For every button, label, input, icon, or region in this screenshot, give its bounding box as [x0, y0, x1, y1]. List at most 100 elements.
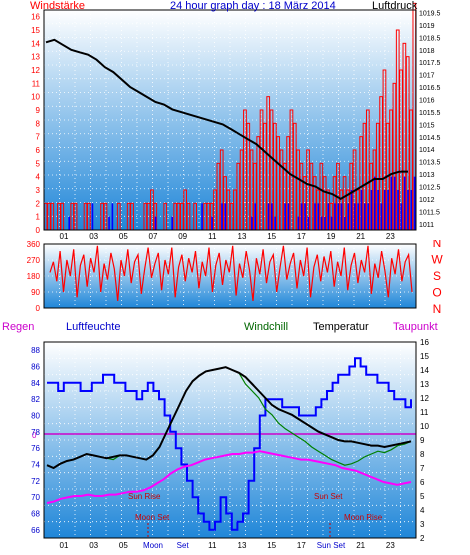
humidity-y-tick-label: 88	[31, 346, 40, 355]
temperature-y-tick-label: 2	[420, 534, 425, 543]
wind-low-bar	[271, 203, 273, 230]
temperature-y-tick-label: 5	[420, 492, 425, 501]
hour-tick-label: 23	[386, 232, 395, 240]
pressure-y-tick-label: 1016	[419, 97, 435, 104]
wind-low-bar	[357, 203, 359, 230]
wind-low-bar	[287, 203, 290, 230]
pressure-y-tick-label: 1011	[419, 222, 434, 229]
temperature-y-tick-label: 9	[420, 436, 425, 445]
humidity-y-tick-label: 84	[31, 379, 40, 388]
humidity-y-tick-label: 86	[31, 363, 40, 372]
humidity-y-tick-label: 74	[31, 461, 40, 470]
humidity-y-tick-label: 76	[31, 444, 40, 453]
temperature-y-tick-label: 13	[420, 380, 429, 389]
temperature-y-tick-label: 11	[420, 408, 429, 417]
hour-tick-label: 23	[386, 541, 395, 550]
hour-tick-label: 01	[60, 541, 69, 550]
wind-y-tick-label: 3	[36, 186, 41, 195]
wind-low-bar	[350, 190, 353, 230]
hour-tick-label: 17	[297, 232, 306, 240]
wind-low-bar	[413, 176, 416, 230]
windchill-label: Windchill	[244, 321, 288, 333]
wind-low-bar	[354, 203, 356, 230]
wind-low-bar	[400, 203, 403, 230]
wind-y-tick-label: 0	[36, 226, 41, 235]
temperature-y-tick-label: 6	[420, 478, 425, 487]
wind-low-bar	[108, 216, 110, 230]
direction-plot-frame	[43, 243, 417, 309]
wind-low-bar	[317, 203, 320, 230]
hour-tick-label: 17	[297, 541, 306, 550]
wind-low-bar	[224, 203, 227, 230]
wind-low-bar	[377, 190, 379, 230]
wind-low-bar	[380, 203, 383, 230]
pressure-y-tick-label: 1011.5	[419, 209, 440, 216]
direction-y-tick-label: 360	[27, 240, 41, 249]
pressure-y-tick-label: 1016.5	[419, 85, 441, 92]
moon-rise-annotation: Moon Rise	[344, 513, 383, 522]
wind-low-bar	[387, 190, 389, 230]
temperature-y-tick-label: 3	[420, 520, 425, 529]
temperature-y-tick-label: 12	[420, 394, 429, 403]
compass-label: S	[433, 269, 441, 283]
wind-low-bar	[201, 203, 203, 230]
temperature-y-tick-label: 15	[420, 352, 429, 361]
temperature-y-tick-label: 16	[420, 338, 429, 347]
wind-low-bar	[274, 216, 276, 230]
wind-low-bar	[334, 203, 336, 230]
wind-y-tick-label: 6	[36, 146, 41, 155]
wind-low-bar	[91, 203, 94, 230]
wind-y-tick-label: 14	[31, 39, 40, 48]
wind-low-bar	[393, 176, 396, 230]
wind-low-bar	[300, 203, 303, 230]
wind-low-bar	[111, 203, 114, 230]
temperature-humidity-chart: Regen Luftfeuchte Windchill Temperatur T…	[2, 321, 438, 550]
hour-tick-label: Moon	[143, 541, 163, 550]
regen-label: Regen	[2, 321, 34, 333]
wind-y-tick-label: 8	[36, 119, 41, 128]
hour-tick-label: Sun Set	[317, 541, 346, 550]
wind-low-bar	[314, 203, 316, 230]
wind-y-tick-label: 5	[36, 159, 41, 168]
hour-tick-label: 21	[356, 232, 365, 240]
hour-tick-label: 19	[327, 232, 336, 240]
luftdruck-label: Luftdruck	[372, 0, 418, 12]
wind-y-tick-label: 4	[36, 173, 41, 182]
temperature-y-tick-label: 4	[420, 506, 425, 515]
wind-low-bar	[307, 216, 310, 230]
hour-tick-label: 01	[60, 232, 69, 240]
humidity-y-tick-label: 66	[31, 526, 40, 535]
temperature-y-tick-label: 7	[420, 464, 425, 473]
wind-low-bar	[390, 176, 393, 230]
wind-low-bar	[330, 216, 333, 230]
wind-low-bar	[410, 190, 413, 230]
wind-low-bar	[68, 216, 71, 230]
compass-label: O	[432, 286, 441, 300]
hour-tick-label: 03	[89, 541, 98, 550]
hour-tick-label: 05	[119, 541, 128, 550]
moon-set-annotation: Moon Set	[135, 513, 170, 522]
wind-low-bar	[304, 203, 306, 230]
hour-tick-label: 09	[178, 232, 187, 240]
hour-tick-label: Set	[177, 541, 190, 550]
pressure-y-tick-label: 1012	[419, 197, 435, 204]
wind-low-bar	[364, 203, 366, 230]
compass-label: W	[431, 253, 443, 267]
hour-tick-label: 03	[89, 232, 98, 240]
air-pressure-line	[45, 38, 408, 201]
hour-tick-label: 11	[208, 541, 217, 550]
sun-set-annotation: Sun Set	[314, 492, 343, 501]
pressure-y-tick-label: 1019.5	[419, 10, 441, 17]
wind-low-bar	[344, 216, 346, 230]
windstaerke-label: Windstärke	[30, 0, 85, 12]
temperature-y-tick-label: 14	[420, 366, 429, 375]
wind-low-bar	[297, 216, 300, 230]
hour-tick-label: 15	[267, 232, 276, 240]
wind-low-bar	[383, 190, 386, 230]
wind-low-bar	[211, 216, 213, 230]
pressure-y-tick-label: 1015	[419, 122, 435, 129]
wind-pressure-chart: Windstärke 24 hour graph day : 18 März 2…	[30, 0, 441, 240]
hour-tick-label: 21	[356, 541, 365, 550]
hour-tick-label: 11	[208, 232, 217, 240]
